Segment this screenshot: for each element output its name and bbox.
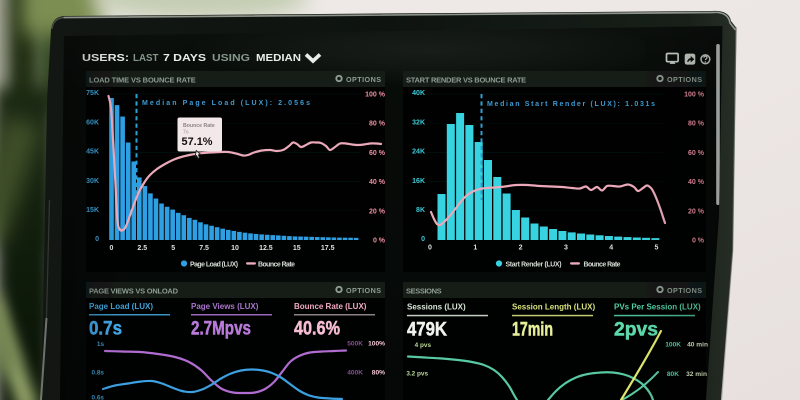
svg-text:SESSIONS: SESSIONS [406,287,442,296]
svg-text:Bounce Rate: Bounce Rate [258,262,295,269]
svg-text:8K: 8K [416,207,425,214]
svg-text:4: 4 [609,245,613,252]
svg-text:Session Length (LUX): Session Length (LUX) [512,303,595,312]
svg-text:60 %: 60 % [369,150,386,157]
svg-text:2.5: 2.5 [137,245,147,252]
svg-text:0: 0 [428,245,432,252]
svg-text:40 %: 40 % [369,179,386,186]
svg-text:Median Start Render (LUX): 1.0: Median Start Render (LUX): 1.031s [487,101,655,108]
svg-text:57.1%: 57.1% [182,136,213,148]
svg-text:Bounce Rate: Bounce Rate [584,262,621,269]
svg-text:12.5: 12.5 [259,245,273,252]
svg-text:3: 3 [564,245,568,252]
svg-text:1: 1 [473,245,477,252]
svg-text:15: 15 [293,245,301,252]
svg-text:7 DAYS: 7 DAYS [163,52,206,64]
svg-text:Bounce Rate (LUX): Bounce Rate (LUX) [294,302,367,311]
svg-text:40.6%: 40.6% [294,319,340,340]
svg-text:Bounce Rate: Bounce Rate [183,123,215,129]
svg-text:Sessions (LUX): Sessions (LUX) [407,303,466,312]
svg-text:17.5: 17.5 [321,245,335,252]
svg-text:0: 0 [421,236,425,243]
svg-text:Start Render (LUX): Start Render (LUX) [506,262,562,269]
svg-text:OPTIONS: OPTIONS [346,75,381,84]
svg-text:0 %: 0 % [373,238,386,245]
svg-text:7s: 7s [183,130,189,136]
svg-text:2: 2 [519,245,523,252]
svg-text:OPTIONS: OPTIONS [346,286,381,295]
svg-text:7.5: 7.5 [199,245,209,252]
svg-text:80%: 80% [372,370,385,377]
svg-text:MEDIAN: MEDIAN [256,52,301,64]
svg-text:Page Load (LUX): Page Load (LUX) [89,302,153,311]
svg-text:Median Page Load (LUX): 2.056s: Median Page Load (LUX): 2.056s [142,100,310,107]
svg-text:32K: 32K [412,119,425,126]
svg-text:16K: 16K [412,178,425,185]
svg-text:20 %: 20 % [369,208,386,215]
svg-text:100%: 100% [368,341,385,348]
svg-text:479K: 479K [407,320,447,341]
svg-text:500K: 500K [347,341,363,348]
svg-text:40K: 40K [412,90,425,97]
svg-text:USING: USING [212,52,250,64]
svg-text:3.2 pvs: 3.2 pvs [406,371,428,378]
svg-text:LAST: LAST [133,52,159,64]
svg-text:START RENDER VS BOUNCE RATE: START RENDER VS BOUNCE RATE [406,76,526,85]
svg-text:80 %: 80 % [369,121,386,128]
svg-text:10: 10 [231,245,239,252]
svg-text:400K: 400K [347,370,363,377]
svg-text:LOAD TIME VS BOUNCE RATE: LOAD TIME VS BOUNCE RATE [89,76,196,85]
svg-text:Page Load (LUX): Page Load (LUX) [190,262,238,269]
svg-text:100 %: 100 % [365,92,386,99]
svg-text:4 pvs: 4 pvs [415,342,432,349]
svg-text:17min: 17min [512,320,553,341]
svg-text:2.7Mpvs: 2.7Mpvs [191,319,251,340]
svg-text:5: 5 [171,245,175,252]
svg-text:24K: 24K [412,149,425,156]
svg-text:PAGE VIEWS VS ONLOAD: PAGE VIEWS VS ONLOAD [89,287,179,296]
svg-text:Page Views (LUX): Page Views (LUX) [191,302,259,311]
